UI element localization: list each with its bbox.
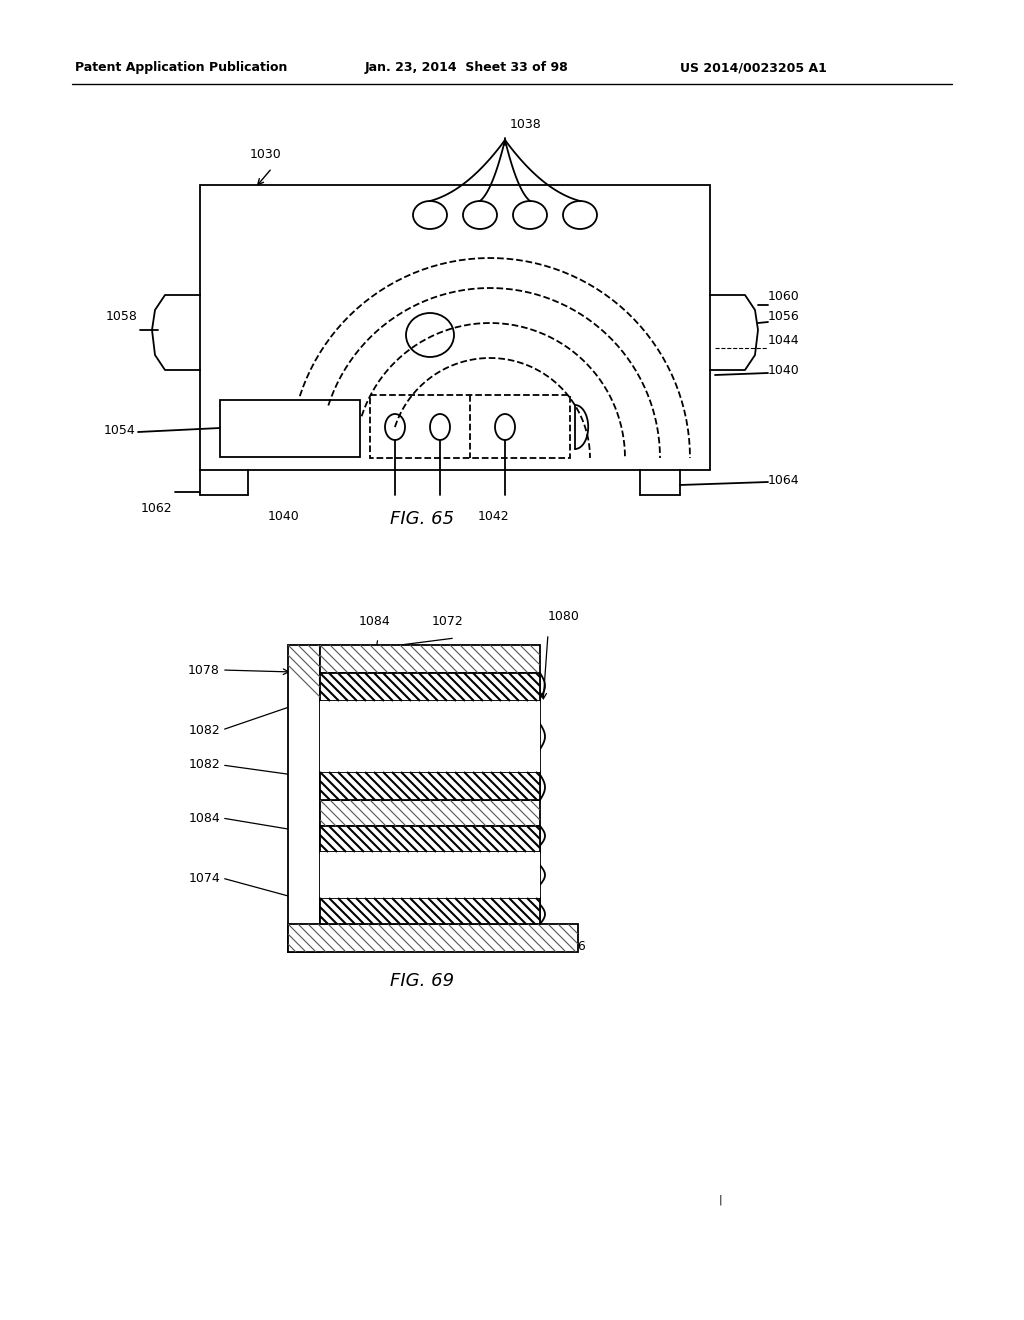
Bar — [319, 800, 540, 826]
Text: 1084: 1084 — [188, 812, 220, 825]
Text: 1060: 1060 — [768, 289, 800, 302]
Text: 1076: 1076 — [555, 940, 587, 953]
Text: 1056: 1056 — [768, 309, 800, 322]
Text: FIG. 69: FIG. 69 — [390, 972, 454, 990]
Text: FIG. 65: FIG. 65 — [390, 510, 454, 528]
Text: Jan. 23, 2014  Sheet 33 of 98: Jan. 23, 2014 Sheet 33 of 98 — [365, 62, 568, 74]
Text: 1078: 1078 — [188, 664, 220, 676]
Text: 1072: 1072 — [432, 615, 464, 628]
Bar — [319, 898, 540, 924]
Bar — [319, 826, 540, 851]
Bar — [370, 395, 570, 458]
Text: 1080: 1080 — [548, 610, 580, 623]
Bar — [220, 400, 360, 457]
Text: 1084: 1084 — [359, 615, 391, 628]
Bar — [319, 701, 540, 772]
Bar — [319, 851, 540, 898]
Text: 1040: 1040 — [268, 510, 300, 523]
Text: 1082: 1082 — [188, 759, 220, 771]
Text: 1038: 1038 — [510, 117, 542, 131]
Text: 1062: 1062 — [140, 502, 172, 515]
Bar — [200, 185, 710, 470]
Text: 1074: 1074 — [188, 871, 220, 884]
Text: 1042: 1042 — [478, 510, 510, 523]
Text: 1044: 1044 — [768, 334, 800, 346]
Text: US 2014/0023205 A1: US 2014/0023205 A1 — [680, 62, 826, 74]
Text: |: | — [718, 1195, 722, 1205]
Bar — [288, 924, 578, 952]
Bar — [319, 673, 540, 701]
Text: 1082: 1082 — [188, 723, 220, 737]
Text: 1054: 1054 — [103, 424, 135, 437]
Bar — [319, 673, 540, 800]
Text: 1040: 1040 — [768, 363, 800, 376]
Text: Patent Application Publication: Patent Application Publication — [75, 62, 288, 74]
Text: 1064: 1064 — [768, 474, 800, 487]
Bar — [319, 772, 540, 800]
Text: 1030: 1030 — [250, 148, 282, 161]
Bar — [319, 826, 540, 924]
Bar — [319, 645, 540, 673]
Bar — [288, 645, 319, 952]
Text: 1058: 1058 — [106, 309, 138, 322]
